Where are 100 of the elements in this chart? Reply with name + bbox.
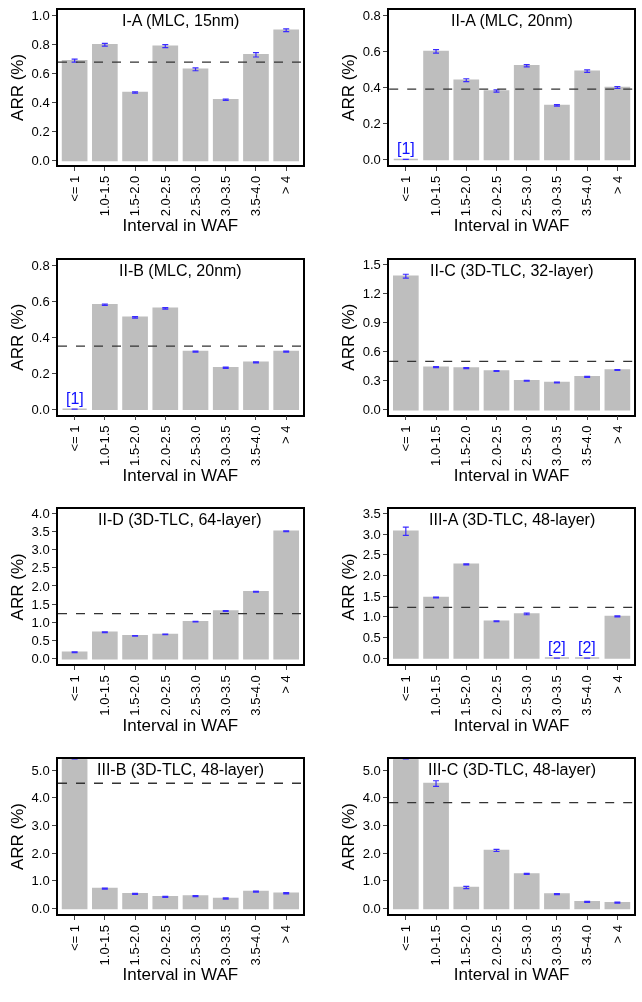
x-axis-title: Interval in WAF bbox=[122, 465, 239, 485]
x-tick-label: 3.5-4.0 bbox=[579, 675, 595, 716]
chart-title: III-B (3D-TLC, 48-layer) bbox=[97, 761, 265, 778]
x-tick-label: > 4 bbox=[609, 675, 625, 694]
y-tick-label: 0.0 bbox=[31, 153, 50, 169]
x-tick-label: 3.0-3.5 bbox=[549, 425, 565, 466]
y-axis-title: ARR (%) bbox=[338, 803, 358, 871]
x-tick-label: 2.0-2.5 bbox=[157, 425, 173, 466]
x-tick-label: 2.5-3.0 bbox=[518, 924, 534, 966]
bar bbox=[513, 873, 540, 910]
x-tick-label: > 4 bbox=[278, 175, 294, 195]
x-tick-label: 2.5-3.0 bbox=[518, 425, 534, 466]
y-tick-label: 1.0 bbox=[362, 609, 381, 625]
bar bbox=[483, 90, 510, 161]
x-tick-label: 2.0-2.5 bbox=[488, 425, 504, 466]
bar bbox=[423, 596, 449, 659]
y-tick-label: 2.5 bbox=[362, 547, 381, 563]
bar bbox=[243, 54, 269, 162]
bar bbox=[483, 849, 510, 910]
x-tick-label: 3.5-4.0 bbox=[248, 175, 264, 217]
y-tick-label: 4.0 bbox=[31, 505, 50, 521]
y-tick-label: 3.0 bbox=[31, 818, 50, 834]
y-axis-title: ARR (%) bbox=[7, 303, 27, 371]
x-tick-label: 3.0-3.5 bbox=[217, 425, 233, 466]
bar bbox=[152, 45, 179, 162]
annotation: [1] bbox=[66, 390, 84, 407]
chart-title: III-C (3D-TLC, 48-layer) bbox=[428, 761, 597, 778]
x-tick-label: 3.0-3.5 bbox=[549, 675, 565, 716]
x-axis-title: Interval in WAF bbox=[122, 715, 239, 735]
x-tick-label: 3.0-3.5 bbox=[217, 675, 233, 716]
x-axis-title: Interval in WAF bbox=[453, 465, 570, 485]
x-tick-label: > 4 bbox=[278, 675, 294, 694]
bar bbox=[122, 316, 148, 410]
x-tick-label: <= 1 bbox=[398, 175, 414, 202]
bar bbox=[423, 50, 449, 161]
x-tick-label: 1.0-1.5 bbox=[97, 675, 113, 716]
bar bbox=[212, 98, 239, 162]
y-tick-label: 0.3 bbox=[362, 373, 381, 389]
bar bbox=[544, 893, 570, 910]
bar bbox=[273, 530, 300, 660]
x-tick-label: 1.5-2.0 bbox=[458, 924, 474, 966]
bar bbox=[92, 303, 118, 410]
x-tick-label: 2.5-3.0 bbox=[187, 675, 203, 716]
bar bbox=[604, 369, 631, 411]
y-axis-title: ARR (%) bbox=[7, 553, 27, 621]
annotation: [2] bbox=[548, 639, 566, 656]
x-tick-label: 1.5-2.0 bbox=[127, 175, 143, 217]
y-tick-label: 3.0 bbox=[31, 542, 50, 558]
bar bbox=[92, 887, 118, 910]
x-axis-title: Interval in WAF bbox=[453, 715, 570, 735]
y-axis-title: ARR (%) bbox=[338, 553, 358, 621]
x-tick-label: 3.5-4.0 bbox=[248, 425, 264, 466]
x-tick-label: 3.5-4.0 bbox=[248, 924, 264, 966]
x-tick-label: 2.0-2.5 bbox=[488, 675, 504, 716]
bar bbox=[61, 651, 88, 660]
bar bbox=[212, 897, 239, 910]
x-axis-title: Interval in WAF bbox=[122, 216, 239, 236]
y-tick-label: 0.6 bbox=[362, 43, 381, 59]
x-tick-label: 2.5-3.0 bbox=[187, 425, 203, 466]
y-tick-label: 1.5 bbox=[362, 588, 381, 604]
chart-title: II-B (MLC, 20nm) bbox=[119, 262, 242, 279]
x-tick-label: 1.5-2.0 bbox=[127, 675, 143, 716]
y-tick-label: 0.2 bbox=[31, 365, 50, 381]
bar bbox=[392, 530, 419, 659]
chart-title: II-A (MLC, 20nm) bbox=[451, 12, 573, 29]
y-axis-title: ARR (%) bbox=[7, 803, 27, 871]
x-tick-label: 2.5-3.0 bbox=[187, 175, 203, 217]
y-tick-label: 4.0 bbox=[362, 790, 381, 806]
x-tick-label: 3.0-3.5 bbox=[549, 924, 565, 966]
x-tick-label: 2.0-2.5 bbox=[488, 175, 504, 217]
bar bbox=[423, 782, 449, 910]
bar bbox=[122, 91, 148, 162]
y-axis-title: ARR (%) bbox=[338, 53, 358, 121]
bar bbox=[182, 350, 209, 410]
y-tick-label: 0.0 bbox=[31, 901, 50, 917]
y-tick-label: 0.8 bbox=[31, 257, 50, 273]
y-tick-label: 0.2 bbox=[31, 124, 50, 140]
bar bbox=[513, 613, 540, 659]
y-tick-label: 1.0 bbox=[31, 873, 50, 889]
bar bbox=[392, 759, 419, 910]
y-tick-label: 0.0 bbox=[31, 651, 50, 667]
bar bbox=[182, 895, 209, 910]
x-tick-label: 1.0-1.5 bbox=[97, 924, 113, 966]
annotation: [1] bbox=[397, 140, 415, 157]
bar bbox=[61, 759, 88, 910]
bar bbox=[61, 59, 88, 162]
x-tick-label: 2.5-3.0 bbox=[518, 175, 534, 217]
x-tick-label: 1.5-2.0 bbox=[127, 425, 143, 466]
bar bbox=[453, 563, 480, 659]
bar bbox=[92, 43, 118, 162]
bar bbox=[212, 610, 239, 660]
x-tick-label: 1.0-1.5 bbox=[428, 924, 444, 966]
y-tick-label: 3.0 bbox=[362, 818, 381, 834]
y-tick-label: 1.0 bbox=[31, 614, 50, 630]
y-tick-label: 0.8 bbox=[362, 7, 381, 23]
y-axis-title: ARR (%) bbox=[338, 303, 358, 371]
x-tick-label: > 4 bbox=[278, 425, 294, 444]
bar bbox=[243, 591, 269, 660]
bar bbox=[513, 65, 540, 161]
annotation: [2] bbox=[578, 639, 596, 656]
